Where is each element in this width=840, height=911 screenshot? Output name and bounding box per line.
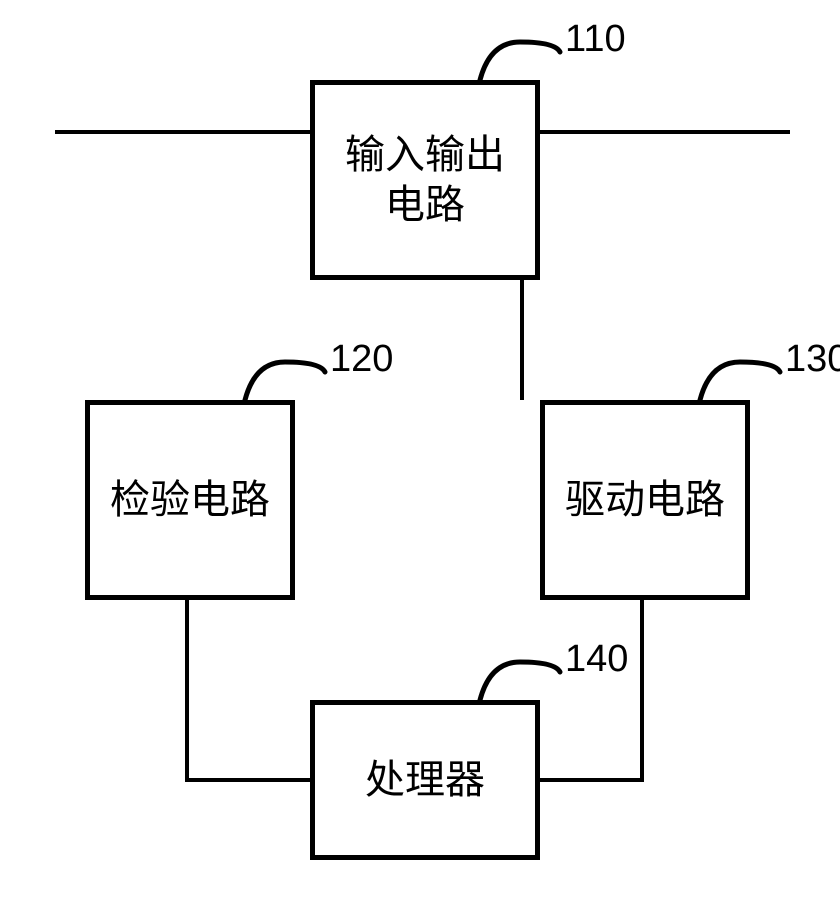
diagram-canvas: 输入输出 电路 检验电路 驱动电路 处理器 110 120 130 140 [0, 0, 840, 911]
leader-140 [0, 0, 840, 911]
label-140: 140 [565, 638, 628, 681]
